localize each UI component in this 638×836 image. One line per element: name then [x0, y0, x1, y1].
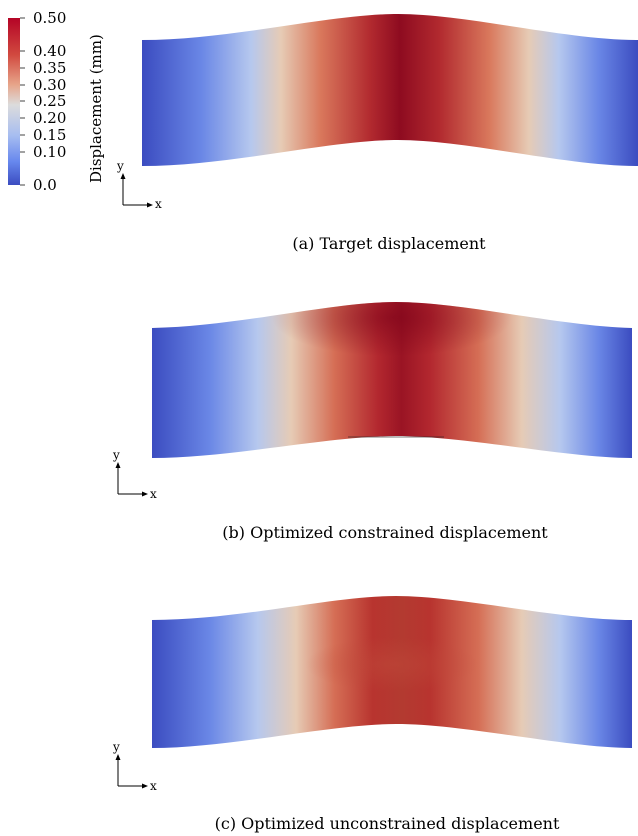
colorbar: 0.50 0.40 0.35 0.30 0.25 0.20 0.15 0.10 …: [8, 9, 105, 194]
colorbar-gradient: [8, 18, 20, 185]
colorbar-tick-label: 0.20: [33, 109, 66, 127]
y-arrow-head: [120, 173, 126, 179]
beam-target-displacement: [142, 14, 638, 166]
colorbar-tick-label: 0.40: [33, 42, 66, 60]
panel-b: y x (b) Optimized constrained displaceme…: [112, 302, 632, 542]
colorbar-title: Displacement (mm): [87, 34, 105, 183]
colorbar-tick-label: 0.0: [33, 176, 57, 194]
x-axis-letter: x: [150, 487, 157, 501]
beam-b-peak-shading: [152, 302, 632, 458]
colorbar-tick-label: 0.15: [33, 126, 66, 144]
panel-c: y x (c) Optimized unconstrained displace…: [112, 596, 632, 833]
axes-triad-c: y x: [112, 740, 157, 793]
x-axis-letter: x: [150, 779, 157, 793]
axes-triad-b: y x: [112, 448, 157, 501]
y-arrow-head: [115, 462, 121, 468]
x-arrow-head: [142, 783, 148, 789]
y-arrow-head: [115, 754, 121, 760]
caption-b: (b) Optimized constrained displacement: [222, 523, 548, 542]
colorbar-tick-label: 0.35: [33, 59, 66, 77]
x-axis-letter: x: [155, 197, 162, 211]
beam-c-center-shading: [152, 596, 632, 748]
axes-triad-a: y x: [116, 159, 162, 211]
colorbar-tick-label: 0.30: [33, 76, 66, 94]
caption-c: (c) Optimized unconstrained displacement: [215, 814, 560, 833]
panel-a: y x (a) Target displacement: [116, 14, 638, 253]
x-arrow-head: [147, 202, 153, 208]
colorbar-tick-label: 0.25: [33, 92, 66, 110]
y-axis-letter: y: [112, 448, 120, 462]
colorbar-ticks: 0.50 0.40 0.35 0.30 0.25 0.20 0.15 0.10 …: [20, 9, 66, 194]
caption-a: (a) Target displacement: [292, 234, 486, 253]
colorbar-tick-label: 0.10: [33, 143, 66, 161]
y-axis-letter: y: [112, 740, 120, 754]
x-arrow-head: [142, 491, 148, 497]
colorbar-tick-label: 0.50: [33, 9, 66, 27]
y-axis-letter: y: [116, 159, 124, 173]
